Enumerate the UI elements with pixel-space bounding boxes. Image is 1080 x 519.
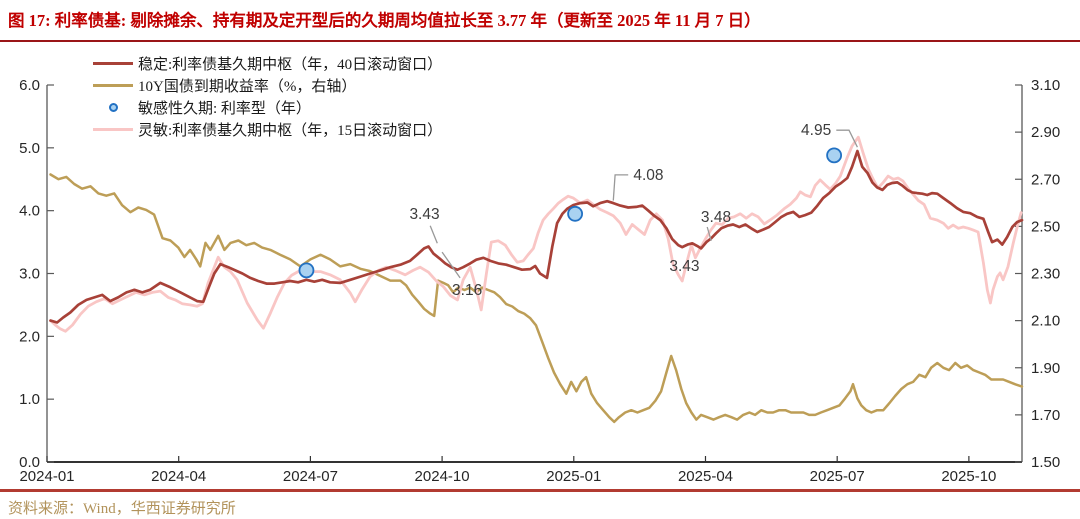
left-tick-label: 0.0 [19, 454, 40, 471]
x-tick-label: 2024-10 [415, 468, 470, 485]
legend-line-icon [93, 61, 133, 65]
legend-item-label: 灵敏:利率债基久期中枢（年，15日滚动窗口） [138, 122, 443, 139]
source-note: 资料来源：Wind，华西证券研究所 [8, 501, 236, 517]
legend-item-label: 敏感性久期: 利率型（年） [138, 100, 311, 117]
x-tick-label: 2025-07 [810, 468, 865, 485]
annotation-label: 4.08 [633, 167, 663, 184]
left-tick-label: 1.0 [19, 391, 40, 408]
legend-line-swatch [93, 127, 133, 131]
right-tick-label: 1.70 [1031, 407, 1060, 424]
yield-10y-line [49, 173, 1024, 424]
x-tick-label: 2025-10 [941, 468, 996, 485]
title-divider [0, 40, 1080, 42]
annotation-leader [429, 225, 438, 244]
x-tick-label: 2024-01 [19, 468, 74, 485]
annotation-leader [836, 129, 858, 148]
right-tick-label: 2.30 [1031, 266, 1060, 283]
left-tick-label: 6.0 [19, 77, 40, 94]
annotation-leader [612, 174, 629, 201]
legend-dot-icon [108, 102, 118, 112]
sensitive-duration-marker-icon [93, 102, 133, 112]
right-tick-label: 1.90 [1031, 360, 1060, 377]
legend-line-swatch [93, 83, 133, 87]
x-tick-label: 2025-01 [546, 468, 601, 485]
sensitive-duration-marker [298, 262, 315, 279]
right-tick-label: 1.50 [1031, 454, 1060, 471]
footer-divider [0, 489, 1080, 492]
left-tick-label: 5.0 [19, 140, 40, 157]
legend-item: 灵敏:利率债基久期中枢（年，15日滚动窗口） [93, 118, 442, 140]
legend-item: 稳定:利率债基久期中枢（年，40日滚动窗口） [93, 52, 442, 74]
annotation-leader [706, 226, 712, 241]
right-tick-label: 2.10 [1031, 313, 1060, 330]
legend-line-swatch [93, 61, 133, 65]
left-tick-label: 3.0 [19, 266, 40, 283]
flexible-duration-line [49, 135, 1023, 333]
annotation-label: 3.43 [669, 258, 699, 275]
right-tick-label: 2.90 [1031, 124, 1060, 141]
stable-duration-line [49, 149, 1024, 324]
x-tick-label: 2024-04 [151, 468, 206, 485]
right-tick-label: 2.70 [1031, 171, 1060, 188]
legend-line-icon [93, 127, 133, 131]
annotation-leader [441, 251, 461, 279]
sensitive-duration-marker [826, 147, 843, 164]
annotation-label: 3.16 [452, 282, 482, 299]
annotation-label: 3.43 [409, 206, 439, 223]
right-tick-label: 3.10 [1031, 77, 1060, 94]
legend-item-label: 10Y国债到期收益率（%，右轴） [138, 78, 357, 95]
left-tick-label: 2.0 [19, 328, 40, 345]
legend-item: 10Y国债到期收益率（%，右轴） [93, 74, 442, 96]
legend-item-label: 稳定:利率债基久期中枢（年，40日滚动窗口） [138, 56, 443, 73]
annotation-label: 4.95 [801, 122, 831, 139]
left-tick-label: 4.0 [19, 203, 40, 220]
chart-legend: 稳定:利率债基久期中枢（年，40日滚动窗口） 10Y国债到期收益率（%，右轴） 敏感… [93, 52, 442, 140]
legend-item: 敏感性久期: 利率型（年） [93, 96, 442, 118]
x-tick-label: 2025-04 [678, 468, 733, 485]
sensitive-duration-marker [567, 205, 584, 222]
figure-title: 图 17: 利率债基: 剔除摊余、持有期及定开型后的久期周均值拉长至 3.77 … [8, 11, 761, 30]
x-tick-label: 2024-07 [283, 468, 338, 485]
annotation-label: 3.48 [701, 209, 731, 226]
right-tick-label: 2.50 [1031, 218, 1060, 235]
legend-line-icon [93, 83, 133, 87]
